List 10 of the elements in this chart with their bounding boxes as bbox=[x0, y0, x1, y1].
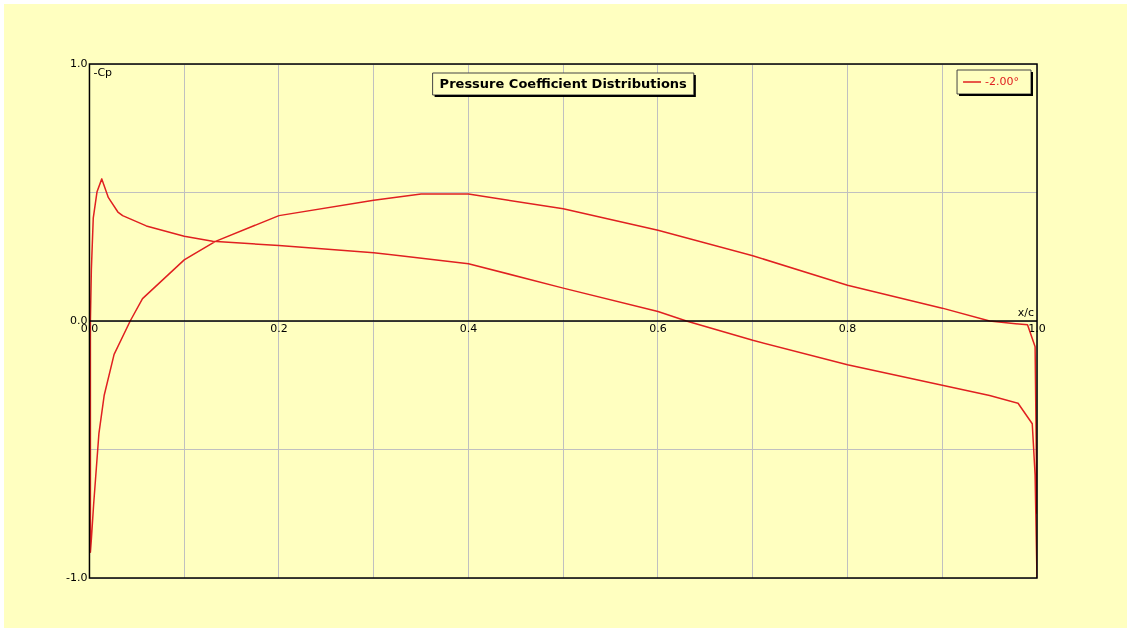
legend-label: -2.00° bbox=[985, 74, 1020, 88]
y-tick-label: 1.0 bbox=[69, 56, 88, 70]
y-axis-title: -Cp bbox=[93, 66, 113, 80]
x-tick-label: 0.2 bbox=[270, 322, 288, 336]
x-axis-title: x/c bbox=[1017, 306, 1034, 320]
y-tick-label: -1.0 bbox=[65, 570, 88, 584]
text: Pressure Coefficient Distributions bbox=[439, 76, 688, 92]
x-tick-label: 0.8 bbox=[838, 322, 857, 336]
x-tick-label: 0.4 bbox=[459, 322, 478, 336]
x-tick-label: 0.6 bbox=[649, 322, 667, 336]
